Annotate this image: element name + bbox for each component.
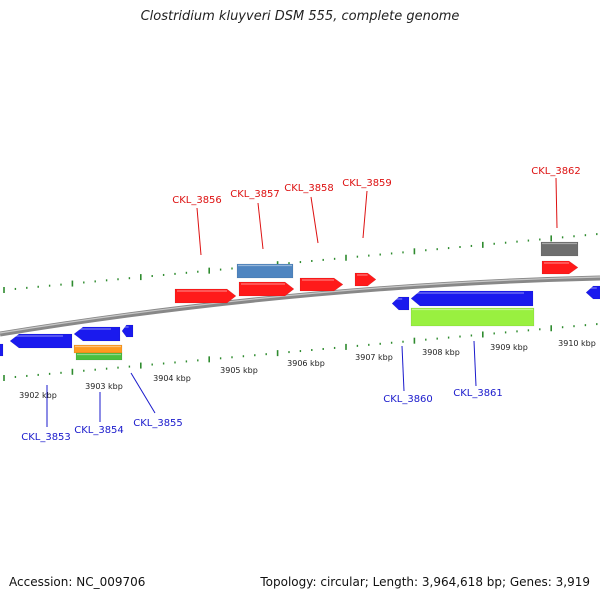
- kbp-label: 3906 kbp: [287, 359, 325, 368]
- gene-ckl-3854: [73, 326, 121, 342]
- gene-ckl-3862: [541, 260, 579, 275]
- lower-tick-track: [3, 323, 598, 381]
- kbp-label: 3905 kbp: [220, 366, 258, 375]
- gene-label-forward: CKL_3856: [172, 195, 222, 206]
- feature-block-3862: [540, 241, 579, 257]
- gene-label-forward: CKL_3857: [230, 189, 280, 200]
- gene-ckl-3855: [121, 324, 134, 338]
- kbp-label: 3910 kbp: [558, 339, 596, 348]
- gene-label-forward: CKL_3862: [531, 166, 581, 177]
- kbp-label: 3903 kbp: [85, 382, 123, 391]
- kbp-label: 3902 kbp: [19, 391, 57, 400]
- callout-forward-0: [196, 207, 202, 256]
- callout-forward-4: [555, 177, 558, 229]
- feature-block-3861: [410, 307, 535, 327]
- gene-label-reverse: CKL_3860: [383, 394, 433, 405]
- callout-lines: [46, 177, 558, 427]
- callout-reverse-2: [130, 372, 156, 414]
- kbp-label: 3909 kbp: [490, 343, 528, 352]
- gene-label-reverse: CKL_3853: [21, 432, 71, 443]
- gene-ckl-3861: [410, 290, 534, 307]
- accession-text: Accession: NC_009706: [9, 575, 146, 589]
- gene-ckl-3856: [174, 288, 237, 304]
- callout-forward-2: [310, 196, 319, 244]
- gene-label-reverse: CKL_3861: [453, 388, 503, 399]
- gene-ckl-3853: [9, 333, 73, 349]
- gene-right-edge: [585, 285, 600, 300]
- callout-reverse-3: [401, 345, 405, 392]
- gene-labels: CKL_3856 CKL_3857 CKL_3858 CKL_3859 CKL_3862…: [21, 166, 581, 443]
- kbp-label: 3907 kbp: [355, 353, 393, 362]
- gene-ckl-3859: [354, 272, 377, 287]
- gene-ckl-3857: [238, 281, 295, 297]
- genome-backbone: [0, 275, 600, 337]
- gene-label-forward: CKL_3858: [284, 183, 334, 194]
- callout-forward-3: [362, 190, 368, 239]
- gene-left-edge: [0, 343, 4, 357]
- genome-title: Clostridium kluyveri DSM 555, complete g…: [140, 9, 460, 24]
- gene-ckl-3860: [391, 296, 410, 311]
- feature-block-3857: [236, 263, 294, 279]
- feature-layer: [0, 241, 600, 361]
- genome-stats-text: Topology: circular; Length: 3,964,618 bp…: [260, 575, 590, 589]
- genome-backbone-highlight: [0, 276, 600, 334]
- callout-reverse-4: [473, 340, 477, 387]
- feature-block-3854-b: [75, 352, 123, 361]
- callout-forward-1: [257, 202, 264, 250]
- gene-label-forward: CKL_3859: [342, 178, 392, 189]
- gene-label-reverse: CKL_3854: [74, 425, 124, 436]
- kbp-label: 3904 kbp: [153, 374, 191, 383]
- gene-ckl-3858: [299, 277, 344, 292]
- gene-label-reverse: CKL_3855: [133, 418, 183, 429]
- kbp-label: 3908 kbp: [422, 348, 460, 357]
- kbp-scale-labels: 3902 kbp 3903 kbp 3904 kbp 3905 kbp 3906 kbp…: [19, 339, 596, 400]
